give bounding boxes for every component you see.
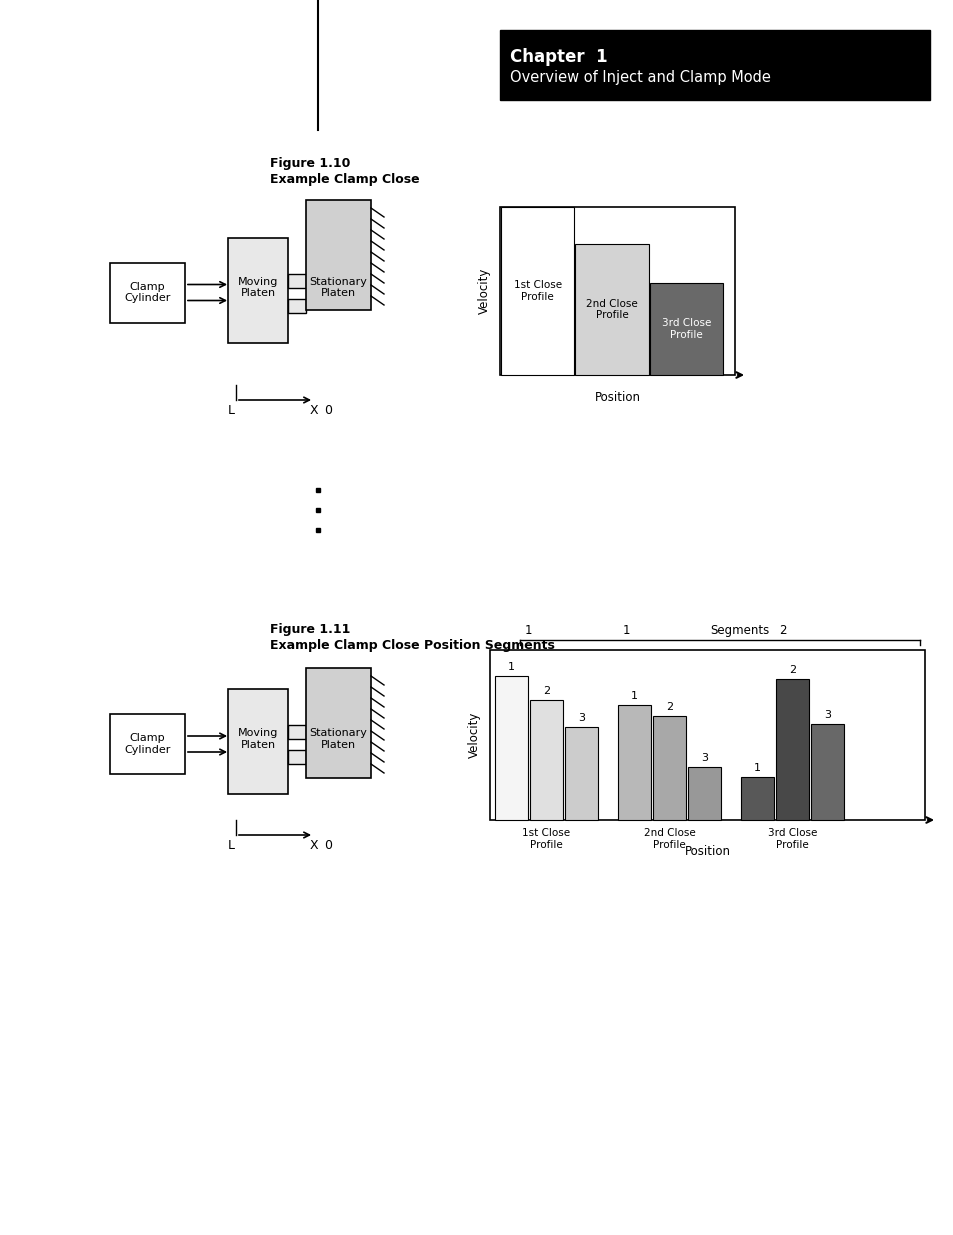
Text: Overview of Inject and Clamp Mode: Overview of Inject and Clamp Mode <box>510 70 770 85</box>
Text: 2nd Close
Profile: 2nd Close Profile <box>586 299 638 320</box>
Bar <box>228 237 288 342</box>
Text: Moving
Platen: Moving Platen <box>237 277 278 299</box>
Text: X: X <box>310 404 318 417</box>
Text: Figure 1.11: Figure 1.11 <box>270 622 350 636</box>
Text: 1: 1 <box>507 662 515 672</box>
Bar <box>288 750 306 764</box>
Text: 1st Close
Profile: 1st Close Profile <box>513 280 561 301</box>
Text: Stationary
Platen: Stationary Platen <box>309 277 367 299</box>
Text: 3: 3 <box>700 753 707 763</box>
Bar <box>490 650 924 820</box>
Bar <box>740 777 773 820</box>
Text: 3: 3 <box>578 713 584 724</box>
Text: 2: 2 <box>665 701 673 713</box>
Text: 1st Close
Profile: 1st Close Profile <box>522 827 570 850</box>
Bar <box>652 716 685 820</box>
Bar <box>775 679 808 820</box>
Bar <box>288 299 306 312</box>
Text: 2: 2 <box>788 666 795 676</box>
Bar <box>499 30 929 100</box>
Text: L: L <box>227 839 234 852</box>
Bar <box>649 283 722 375</box>
Bar <box>500 207 574 375</box>
Text: Moving
Platen: Moving Platen <box>237 729 278 750</box>
Text: L: L <box>227 404 234 417</box>
Text: 2nd Close
Profile: 2nd Close Profile <box>643 827 695 850</box>
Bar <box>530 700 562 820</box>
Text: Clamp
Cylinder: Clamp Cylinder <box>124 282 171 304</box>
Bar <box>110 714 185 774</box>
Bar <box>495 676 527 820</box>
Text: 1: 1 <box>753 763 760 773</box>
Bar <box>687 767 720 820</box>
Bar <box>499 207 734 375</box>
Bar <box>110 263 185 322</box>
Text: 3: 3 <box>823 710 830 720</box>
Text: Chapter  1: Chapter 1 <box>510 48 607 65</box>
Text: 0: 0 <box>324 404 332 417</box>
Text: Figure 1.10: Figure 1.10 <box>270 157 350 170</box>
Text: 1: 1 <box>630 690 638 700</box>
Bar <box>306 668 371 778</box>
Bar <box>306 200 371 310</box>
Bar <box>564 727 598 820</box>
Text: 0: 0 <box>324 839 332 852</box>
Text: 1: 1 <box>524 624 532 637</box>
Bar <box>810 724 843 820</box>
Text: Velocity: Velocity <box>467 711 480 758</box>
Text: 3rd Close
Profile: 3rd Close Profile <box>767 827 817 850</box>
Text: 2: 2 <box>779 624 785 637</box>
Text: Stationary
Platen: Stationary Platen <box>309 729 367 750</box>
Bar <box>618 705 650 820</box>
Text: Position: Position <box>684 845 730 858</box>
Text: 2: 2 <box>542 685 550 697</box>
Text: Clamp
Cylinder: Clamp Cylinder <box>124 734 171 755</box>
Bar <box>575 245 648 375</box>
Text: Example Clamp Close Position Segments: Example Clamp Close Position Segments <box>270 638 555 652</box>
Text: Position: Position <box>594 391 639 404</box>
Bar <box>288 725 306 739</box>
Text: Segments: Segments <box>710 624 769 637</box>
Text: Velocity: Velocity <box>477 268 490 314</box>
Bar <box>228 689 288 794</box>
Text: X: X <box>310 839 318 852</box>
Text: 1: 1 <box>622 624 630 637</box>
Text: Example Clamp Close: Example Clamp Close <box>270 173 419 186</box>
Bar <box>288 273 306 288</box>
Text: 3rd Close
Profile: 3rd Close Profile <box>661 317 711 340</box>
